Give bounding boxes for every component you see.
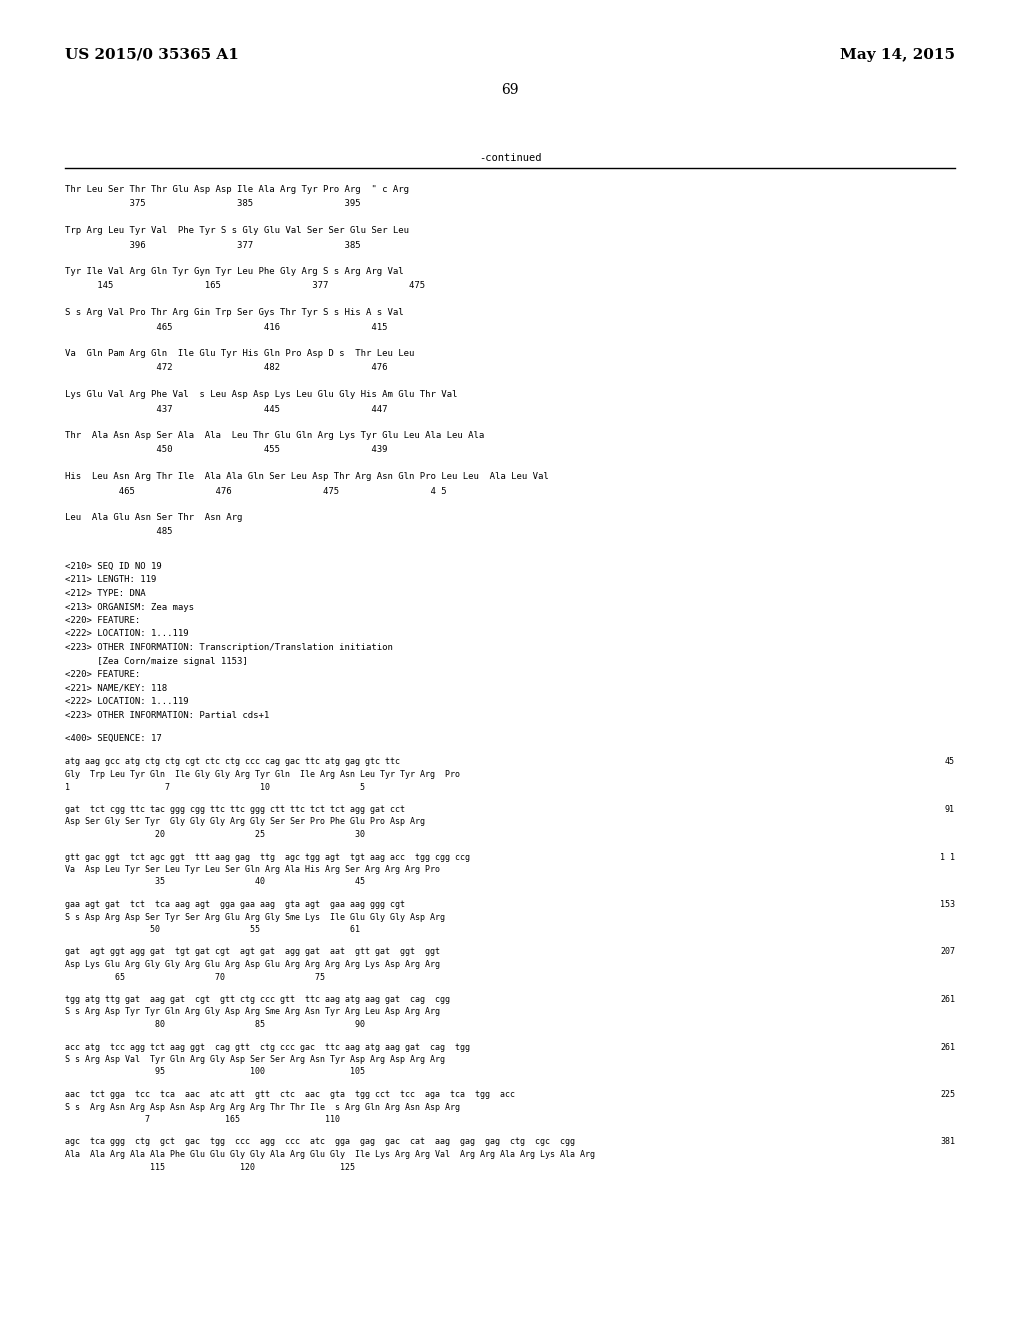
Text: S s Asp Arg Asp Ser Tyr Ser Arg Glu Arg Gly Sme Lys  Ile Glu Gly Gly Asp Arg: S s Asp Arg Asp Ser Tyr Ser Arg Glu Arg … [65,912,444,921]
Text: 472                 482                 476: 472 482 476 [65,363,387,372]
Text: <223> OTHER INFORMATION: Partial cds+1: <223> OTHER INFORMATION: Partial cds+1 [65,710,269,719]
Text: <222> LOCATION: 1...119: <222> LOCATION: 1...119 [65,630,189,639]
Text: gaa agt gat  tct  tca aag agt  gga gaa aag  gta agt  gaa aag ggg cgt: gaa agt gat tct tca aag agt gga gaa aag … [65,900,405,909]
Text: 381: 381 [940,1138,954,1147]
Text: 7               165                 110: 7 165 110 [65,1115,339,1125]
Text: Va  Asp Leu Tyr Ser Leu Tyr Leu Ser Gln Arg Ala His Arg Ser Arg Arg Arg Pro: Va Asp Leu Tyr Ser Leu Tyr Leu Ser Gln A… [65,865,439,874]
Text: 225: 225 [940,1090,954,1100]
Text: atg aag gcc atg ctg ctg cgt ctc ctg ccc cag gac ttc atg gag gtc ttc: atg aag gcc atg ctg ctg cgt ctc ctg ccc … [65,758,399,767]
Text: 261: 261 [940,1043,954,1052]
Text: <221> NAME/KEY: 118: <221> NAME/KEY: 118 [65,684,167,693]
Text: 1                   7                  10                  5: 1 7 10 5 [65,783,365,792]
Text: 396                 377                 385: 396 377 385 [65,240,361,249]
Text: Thr  Ala Asn Asp Ser Ala  Ala  Leu Thr Glu Gln Arg Lys Tyr Glu Leu Ala Leu Ala: Thr Ala Asn Asp Ser Ala Ala Leu Thr Glu … [65,432,484,440]
Text: 465               476                 475                 4 5: 465 476 475 4 5 [65,487,446,495]
Text: gtt gac ggt  tct agc ggt  ttt aag gag  ttg  agc tgg agt  tgt aag acc  tgg cgg cc: gtt gac ggt tct agc ggt ttt aag gag ttg … [65,853,470,862]
Text: Leu  Ala Glu Asn Ser Thr  Asn Arg: Leu Ala Glu Asn Ser Thr Asn Arg [65,513,243,521]
Text: <400> SEQUENCE: 17: <400> SEQUENCE: 17 [65,734,162,743]
Text: S s  Arg Asn Arg Asp Asn Asp Arg Arg Arg Thr Thr Ile  s Arg Gln Arg Asn Asp Arg: S s Arg Asn Arg Asp Asn Asp Arg Arg Arg … [65,1102,460,1111]
Text: Thr Leu Ser Thr Thr Glu Asp Asp Ile Ala Arg Tyr Pro Arg  " c Arg: Thr Leu Ser Thr Thr Glu Asp Asp Ile Ala … [65,185,409,194]
Text: gat  tct cgg ttc tac ggg cgg ttc ttc ggg ctt ttc tct tct agg gat cct: gat tct cgg ttc tac ggg cgg ttc ttc ggg … [65,805,405,814]
Text: Va  Gln Pam Arg Gln  Ile Glu Tyr His Gln Pro Asp D s  Thr Leu Leu: Va Gln Pam Arg Gln Ile Glu Tyr His Gln P… [65,348,414,358]
Text: 65                  70                  75: 65 70 75 [65,973,325,982]
Text: 145                 165                 377               475: 145 165 377 475 [65,281,425,290]
Text: <211> LENGTH: 119: <211> LENGTH: 119 [65,576,156,585]
Text: <213> ORGANISM: Zea mays: <213> ORGANISM: Zea mays [65,602,194,611]
Text: 375                 385                 395: 375 385 395 [65,199,361,209]
Text: His  Leu Asn Arg Thr Ile  Ala Ala Gln Ser Leu Asp Thr Arg Asn Gln Pro Leu Leu  A: His Leu Asn Arg Thr Ile Ala Ala Gln Ser … [65,473,548,480]
Text: <220> FEATURE:: <220> FEATURE: [65,671,141,678]
Text: Lys Glu Val Arg Phe Val  s Leu Asp Asp Lys Leu Glu Gly His Am Glu Thr Val: Lys Glu Val Arg Phe Val s Leu Asp Asp Ly… [65,389,457,399]
Text: [Zea Corn/maize signal 1153]: [Zea Corn/maize signal 1153] [65,656,248,665]
Text: <210> SEQ ID NO 19: <210> SEQ ID NO 19 [65,562,162,572]
Text: 153: 153 [940,900,954,909]
Text: May 14, 2015: May 14, 2015 [840,48,954,62]
Text: aac  tct gga  tcc  tca  aac  atc att  gtt  ctc  aac  gta  tgg cct  tcc  aga  tca: aac tct gga tcc tca aac atc att gtt ctc … [65,1090,515,1100]
Text: S s Arg Asp Val  Tyr Gln Arg Gly Asp Ser Ser Arg Asn Tyr Asp Arg Asp Arg Arg: S s Arg Asp Val Tyr Gln Arg Gly Asp Ser … [65,1055,444,1064]
Text: Tyr Ile Val Arg Gln Tyr Gyn Tyr Leu Phe Gly Arg S s Arg Arg Val: Tyr Ile Val Arg Gln Tyr Gyn Tyr Leu Phe … [65,267,404,276]
Text: 485: 485 [65,528,172,536]
Text: 115               120                 125: 115 120 125 [65,1163,355,1172]
Text: acc atg  tcc agg tct aag ggt  cag gtt  ctg ccc gac  ttc aag atg aag gat  cag  tg: acc atg tcc agg tct aag ggt cag gtt ctg … [65,1043,470,1052]
Text: 261: 261 [940,995,954,1005]
Text: Asp Lys Glu Arg Gly Gly Arg Glu Arg Asp Glu Arg Arg Arg Arg Lys Asp Arg Arg: Asp Lys Glu Arg Gly Gly Arg Glu Arg Asp … [65,960,439,969]
Text: Ala  Ala Arg Ala Ala Phe Glu Glu Gly Gly Ala Arg Glu Gly  Ile Lys Arg Arg Val  A: Ala Ala Arg Ala Ala Phe Glu Glu Gly Gly … [65,1150,594,1159]
Text: 207: 207 [940,948,954,957]
Text: tgg atg ttg gat  aag gat  cgt  gtt ctg ccc gtt  ttc aag atg aag gat  cag  cgg: tgg atg ttg gat aag gat cgt gtt ctg ccc … [65,995,449,1005]
Text: <212> TYPE: DNA: <212> TYPE: DNA [65,589,146,598]
Text: 91: 91 [944,805,954,814]
Text: <222> LOCATION: 1...119: <222> LOCATION: 1...119 [65,697,189,706]
Text: 20                  25                  30: 20 25 30 [65,830,365,840]
Text: -continued: -continued [478,153,541,162]
Text: Trp Arg Leu Tyr Val  Phe Tyr S s Gly Glu Val Ser Ser Glu Ser Leu: Trp Arg Leu Tyr Val Phe Tyr S s Gly Glu … [65,226,409,235]
Text: 95                 100                 105: 95 100 105 [65,1068,365,1077]
Text: agc  tca ggg  ctg  gct  gac  tgg  ccc  agg  ccc  atc  gga  gag  gac  cat  aag  g: agc tca ggg ctg gct gac tgg ccc agg ccc … [65,1138,575,1147]
Text: 437                 445                 447: 437 445 447 [65,404,387,413]
Text: 450                 455                 439: 450 455 439 [65,446,387,454]
Text: 465                 416                 415: 465 416 415 [65,322,387,331]
Text: 45: 45 [944,758,954,767]
Text: <220> FEATURE:: <220> FEATURE: [65,616,141,624]
Text: 80                  85                  90: 80 85 90 [65,1020,365,1030]
Text: 69: 69 [500,83,519,96]
Text: Gly  Trp Leu Tyr Gln  Ile Gly Gly Arg Tyr Gln  Ile Arg Asn Leu Tyr Tyr Arg  Pro: Gly Trp Leu Tyr Gln Ile Gly Gly Arg Tyr … [65,770,460,779]
Text: Asp Ser Gly Ser Tyr  Gly Gly Gly Arg Gly Ser Ser Pro Phe Glu Pro Asp Arg: Asp Ser Gly Ser Tyr Gly Gly Gly Arg Gly … [65,817,425,826]
Text: 1 1: 1 1 [940,853,954,862]
Text: gat  agt ggt agg gat  tgt gat cgt  agt gat  agg gat  aat  gtt gat  ggt  ggt: gat agt ggt agg gat tgt gat cgt agt gat … [65,948,439,957]
Text: US 2015/0 35365 A1: US 2015/0 35365 A1 [65,48,238,62]
Text: <223> OTHER INFORMATION: Transcription/Translation initiation: <223> OTHER INFORMATION: Transcription/T… [65,643,392,652]
Text: 50                  55                  61: 50 55 61 [65,925,360,935]
Text: S s Arg Asp Tyr Tyr Gln Arg Gly Asp Arg Sme Arg Asn Tyr Arg Leu Asp Arg Arg: S s Arg Asp Tyr Tyr Gln Arg Gly Asp Arg … [65,1007,439,1016]
Text: 35                  40                  45: 35 40 45 [65,878,365,887]
Text: S s Arg Val Pro Thr Arg Gin Trp Ser Gys Thr Tyr S s His A s Val: S s Arg Val Pro Thr Arg Gin Trp Ser Gys … [65,308,404,317]
